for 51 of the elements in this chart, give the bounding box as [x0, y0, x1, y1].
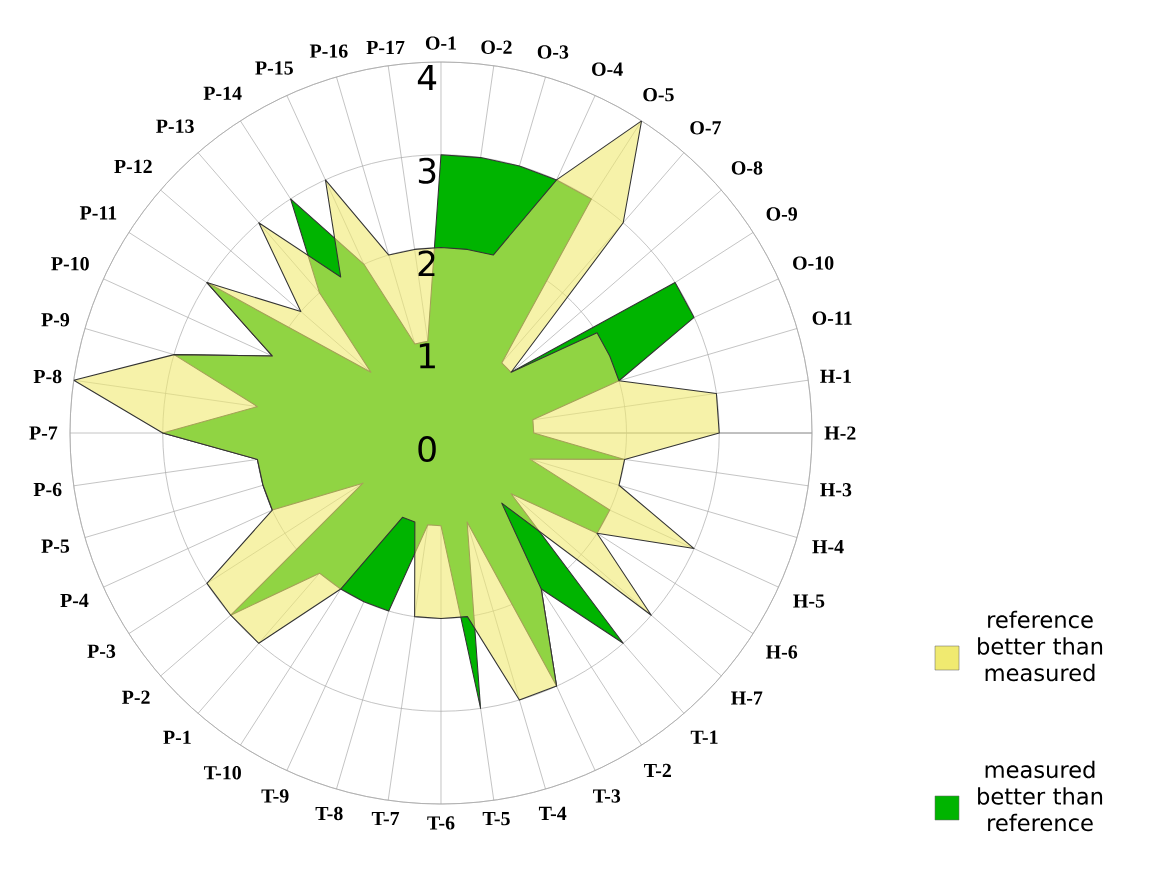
spoke-label: P-10	[51, 256, 89, 271]
spoke-label: P-15	[255, 61, 293, 75]
spoke-label: P-11	[79, 206, 117, 220]
spoke-label: O-7	[690, 121, 721, 135]
spoke-label: O-11	[812, 311, 852, 325]
spoke-label: O-2	[481, 40, 512, 54]
spoke-label: P-2	[122, 690, 150, 704]
spoke-label: H-4	[812, 540, 844, 554]
spoke-label: P-1	[163, 730, 191, 744]
spoke-label: P-17	[366, 40, 405, 54]
spoke-label: O-5	[643, 87, 674, 102]
spoke-label: P-3	[87, 644, 116, 658]
spoke-label: T-6	[427, 816, 455, 830]
spoke-label: H-2	[824, 426, 856, 440]
spoke-label: H-7	[731, 691, 763, 705]
spoke-label: O-3	[537, 45, 569, 59]
spoke-label: T-2	[644, 763, 671, 777]
spoke-label: T-7	[371, 812, 400, 826]
y-tick-label: 2	[418, 250, 435, 277]
spoke-label: T-3	[593, 789, 621, 803]
spoke-label: H-5	[793, 594, 825, 608]
y-tick-label: 1	[419, 343, 435, 369]
legend-label: reference better than measured	[978, 610, 1103, 682]
spoke-label: O-10	[793, 256, 834, 270]
spoke-label: P-5	[41, 539, 70, 553]
spoke-label: P-4	[60, 593, 89, 607]
spoke-label: P-12	[114, 159, 152, 173]
spoke-label: H-3	[820, 483, 852, 497]
spoke-label: P-6	[33, 482, 62, 497]
spoke-label: H-1	[820, 369, 851, 383]
spoke-label: T-10	[203, 765, 241, 780]
spoke-label: P-14	[203, 86, 242, 100]
spoke-label: T-1	[690, 730, 718, 744]
legend-label: measured better than reference	[978, 760, 1103, 832]
spoke-label: T-9	[261, 789, 289, 803]
spoke-label: P-8	[33, 369, 62, 384]
spoke-label: P-7	[29, 426, 58, 440]
spoke-label: P-13	[156, 119, 194, 133]
y-tick-label: 4	[417, 64, 437, 91]
spoke-label: T-5	[482, 812, 510, 826]
spoke-label: O-9	[766, 207, 798, 221]
spoke-label: O-8	[731, 161, 763, 175]
spoke-label: P-9	[41, 313, 70, 327]
spoke-label: H-6	[765, 645, 798, 659]
y-tick-label: 0	[418, 435, 436, 463]
spoke-label: P-16	[309, 44, 348, 58]
y-tick-label: 3	[418, 157, 436, 184]
spoke-label: T-8	[315, 806, 343, 821]
spoke-label: T-4	[538, 806, 567, 820]
spoke-label: O-1	[425, 36, 457, 50]
spoke-label: O-4	[592, 62, 623, 76]
